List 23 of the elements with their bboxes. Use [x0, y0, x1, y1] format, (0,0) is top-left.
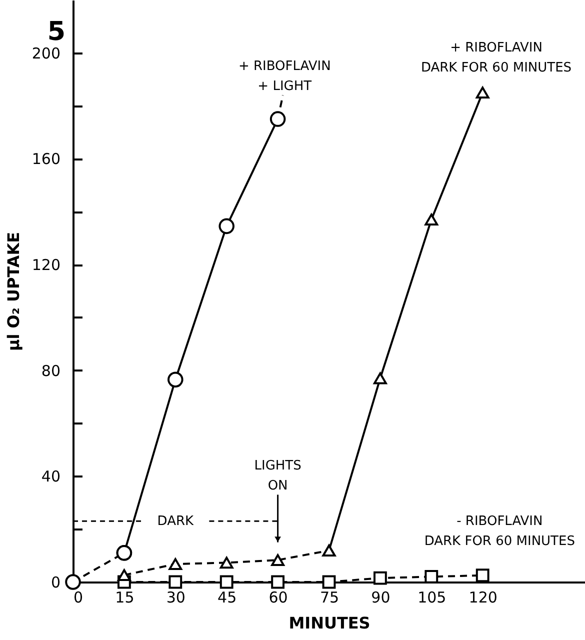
- y-axis-title: μl O₂ UPTAKE: [4, 232, 23, 352]
- x-tick-label: 45: [218, 588, 237, 606]
- y-tick-label: 120: [32, 256, 60, 274]
- text: + RIBOFLAVIN DARK FOR 60 MINUTES: [420, 40, 572, 76]
- x-tick-label: 120: [468, 588, 498, 606]
- y-tick-label: 160: [32, 150, 60, 168]
- y-tick-label: 80: [41, 362, 60, 380]
- x-axis-title: MINUTES: [288, 614, 370, 632]
- y-tick-label: 200: [32, 44, 60, 62]
- annotation: LIGHTS ON: [254, 458, 302, 494]
- x-tick-label: 105: [418, 588, 446, 606]
- x-tick-label: 60: [268, 588, 288, 606]
- x-tick-label: 15: [115, 588, 134, 606]
- annotation: DARK: [157, 514, 194, 530]
- x-tick-label: 30: [166, 588, 186, 606]
- text: 5: [47, 17, 66, 47]
- x-tick-label: 75: [320, 588, 340, 606]
- x-tick-label: 0: [74, 588, 84, 606]
- y-tick-label: 0: [50, 574, 60, 592]
- series-label: - RIBOFLAVIN DARK FOR 60 MINUTES: [424, 514, 575, 550]
- text: + RIBOFLAVIN + LIGHT: [238, 59, 331, 94]
- x-tick-label: 90: [371, 588, 390, 606]
- y-tick-label: 40: [41, 468, 60, 486]
